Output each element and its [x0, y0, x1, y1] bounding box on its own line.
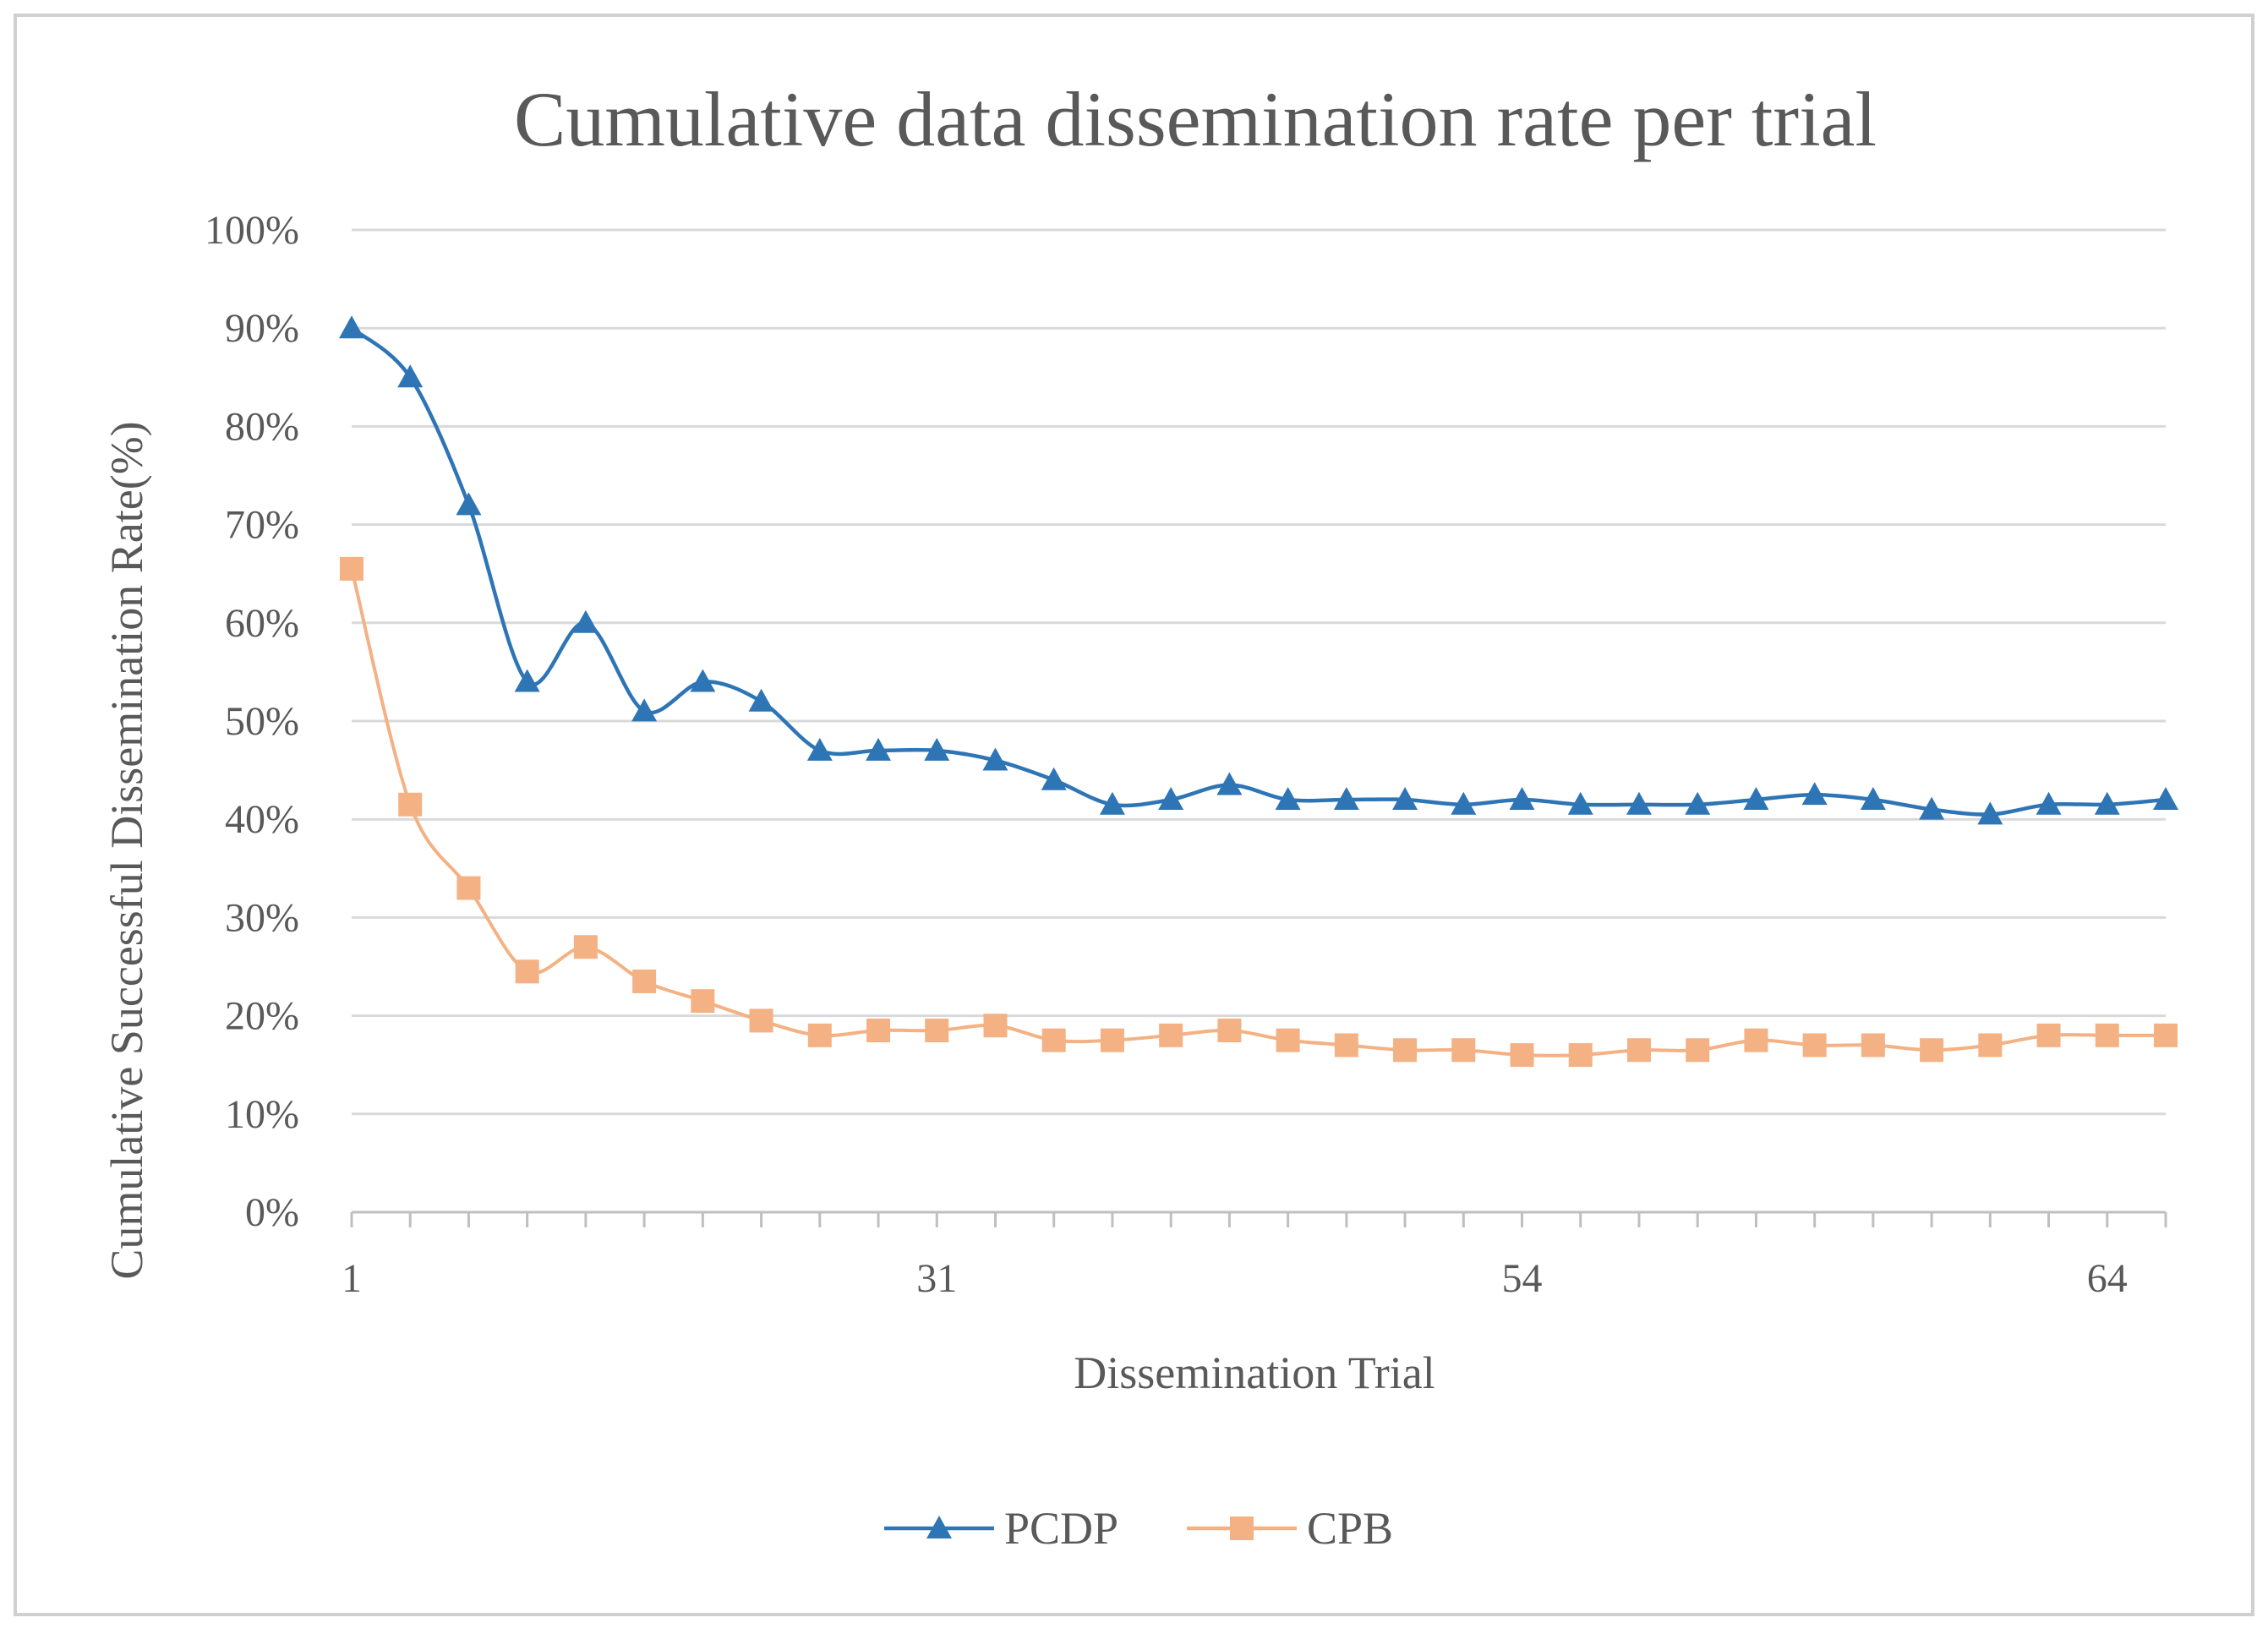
data-point-pcdp	[514, 669, 540, 692]
data-point-cpb	[1041, 1028, 1066, 1052]
data-point-cpb	[1276, 1028, 1300, 1052]
data-point-cpb	[398, 792, 423, 817]
data-point-cpb	[1334, 1033, 1358, 1057]
data-point-cpb	[1861, 1033, 1885, 1057]
data-point-pcdp	[1685, 791, 1711, 815]
data-point-cpb	[925, 1019, 949, 1043]
data-point-pcdp	[1099, 791, 1125, 815]
data-point-pcdp	[572, 609, 598, 633]
data-point-cpb	[1802, 1033, 1827, 1057]
data-point-pcdp	[397, 364, 424, 388]
data-point-cpb	[340, 556, 363, 581]
y-tick-label: 80%	[225, 404, 299, 449]
x-axis	[350, 1212, 2167, 1227]
data-point-cpb	[749, 1008, 773, 1033]
data-point-cpb	[515, 959, 539, 984]
data-point-cpb	[2154, 1023, 2178, 1047]
y-axis-tick-labels: 0% 10% 20% 30% 40% 50% 60% 70% 80% 90% 100%	[205, 208, 299, 1235]
data-point-pcdp	[1626, 791, 1652, 815]
data-point-cpb	[1393, 1038, 1418, 1063]
y-tick-label: 50%	[225, 699, 299, 744]
data-point-pcdp	[339, 315, 364, 339]
data-point-pcdp	[1919, 796, 1945, 820]
legend-marker	[1230, 1517, 1254, 1540]
data-point-pcdp	[806, 737, 833, 761]
data-point-cpb	[1568, 1043, 1593, 1068]
y-tick-label: 20%	[225, 994, 299, 1039]
data-point-pcdp	[982, 747, 1008, 771]
data-point-pcdp	[1743, 786, 1769, 810]
data-point-pcdp	[1275, 786, 1301, 810]
y-axis-label: Cumulative Successful Dissemination Rate…	[101, 421, 152, 1279]
data-point-cpb	[573, 935, 598, 959]
data-point-cpb	[1100, 1028, 1124, 1052]
data-point-pcdp	[924, 737, 950, 761]
x-tick-label: 64	[2087, 1256, 2128, 1301]
data-point-cpb	[983, 1014, 1008, 1038]
data-point-cpb	[632, 969, 657, 993]
legend-item-pcdp: PCDP	[884, 1503, 1118, 1554]
data-point-cpb	[1626, 1038, 1651, 1063]
data-point-pcdp	[1860, 786, 1886, 810]
data-point-pcdp	[1041, 767, 1067, 790]
data-point-pcdp	[1451, 791, 1477, 815]
y-tick-label: 0%	[245, 1190, 299, 1235]
data-point-pcdp	[1216, 772, 1243, 795]
data-point-pcdp	[1567, 791, 1593, 815]
data-point-cpb	[807, 1023, 832, 1047]
data-point-cpb	[1686, 1038, 1710, 1063]
data-point-pcdp	[2036, 791, 2062, 815]
x-tick-label: 31	[916, 1256, 957, 1301]
legend-label: CPB	[1307, 1503, 1393, 1554]
data-point-pcdp	[456, 492, 482, 516]
data-point-cpb	[1451, 1038, 1476, 1063]
data-point-pcdp	[1158, 786, 1184, 810]
x-axis-tick-labels: 1 31 54 64	[342, 1256, 2128, 1301]
data-point-cpb	[691, 989, 715, 1014]
y-tick-label: 30%	[225, 895, 299, 940]
data-point-pcdp	[2153, 786, 2178, 810]
y-tick-label: 100%	[205, 208, 299, 253]
data-point-cpb	[1159, 1023, 1183, 1047]
data-point-pcdp	[748, 688, 774, 712]
y-tick-label: 90%	[225, 306, 299, 351]
data-point-cpb	[1920, 1038, 1944, 1063]
data-point-pcdp	[2094, 791, 2120, 815]
series-pcdp	[339, 315, 2178, 825]
y-tick-label: 40%	[225, 797, 299, 842]
data-point-pcdp	[866, 737, 892, 761]
data-point-pcdp	[690, 669, 716, 692]
data-point-cpb	[1978, 1033, 2003, 1057]
chart-border	[14, 14, 2254, 1616]
data-series	[339, 315, 2178, 1068]
legend: PCDP CPB	[884, 1503, 1393, 1554]
legend-marker	[926, 1516, 952, 1538]
data-point-pcdp	[1333, 786, 1359, 810]
y-tick-label: 60%	[225, 601, 299, 646]
data-point-cpb	[2095, 1023, 2119, 1047]
series-cpb	[340, 556, 2178, 1068]
data-point-pcdp	[1977, 801, 2003, 825]
legend-item-cpb: CPB	[1187, 1503, 1393, 1554]
data-point-cpb	[1744, 1028, 1768, 1052]
data-point-pcdp	[1801, 782, 1828, 806]
y-tick-label: 70%	[225, 503, 299, 548]
data-point-cpb	[866, 1019, 891, 1043]
chart-title: Cumulative data dissemination rate per t…	[514, 76, 1877, 162]
data-point-pcdp	[1392, 786, 1418, 810]
data-point-cpb	[456, 876, 481, 900]
gridlines	[352, 228, 2166, 1214]
x-tick-label: 1	[342, 1256, 362, 1301]
y-tick-label: 10%	[225, 1092, 299, 1137]
data-point-cpb	[1217, 1019, 1242, 1043]
x-tick-label: 54	[1502, 1256, 1543, 1301]
x-axis-label: Dissemination Trial	[1074, 1347, 1435, 1398]
data-point-pcdp	[631, 698, 658, 722]
data-point-cpb	[1510, 1043, 1534, 1068]
legend-label: PCDP	[1004, 1503, 1118, 1554]
data-point-pcdp	[1509, 786, 1535, 810]
data-point-cpb	[2036, 1023, 2061, 1047]
